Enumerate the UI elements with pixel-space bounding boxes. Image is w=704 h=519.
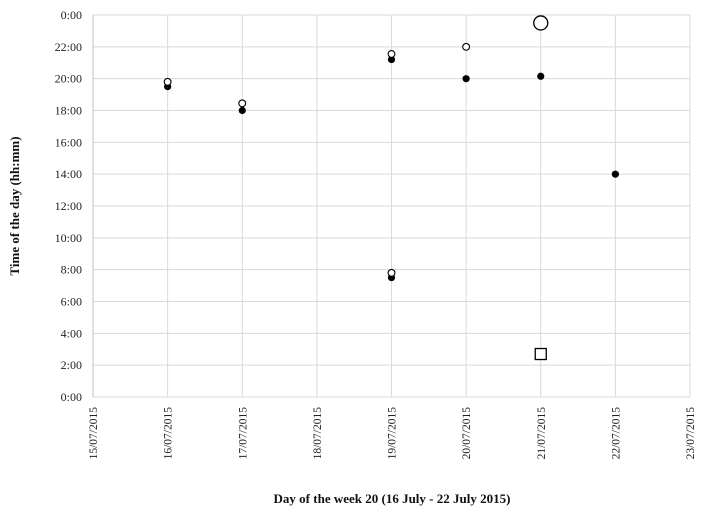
x-tick-label: 17/07/2015: [237, 407, 249, 460]
y-tick-label: 2:00: [61, 358, 82, 372]
y-tick-label: 20:00: [55, 72, 82, 86]
y-tick-label: 6:00: [61, 295, 82, 309]
hollow-point: [387, 50, 396, 58]
x-tick-label: 15/07/2015: [88, 407, 100, 460]
hollow-point: [163, 77, 172, 86]
hollow-point: [387, 268, 396, 277]
y-tick-label: 10:00: [55, 231, 82, 245]
y-tick-label: 0:00: [61, 390, 82, 404]
y-axis-title: Time of the day (hh:mm): [7, 136, 22, 275]
x-tick-label: 23/07/2015: [685, 407, 697, 460]
filled-point: [537, 72, 545, 80]
x-tick-label: 20/07/2015: [461, 407, 473, 460]
y-tick-label: 8:00: [61, 263, 82, 277]
y-tick-label: 4:00: [61, 326, 82, 340]
y-tick-label: 18:00: [55, 104, 82, 118]
x-tick-label: 19/07/2015: [387, 407, 399, 460]
x-axis-ticks: 15/07/2015 16/07/2015 17/07/2015 18/07/2015…: [88, 407, 697, 460]
large-hollow-point: [533, 15, 549, 31]
hollow-point: [462, 42, 471, 51]
hollow-point: [238, 99, 247, 108]
y-tick-label: 0:00: [61, 8, 82, 22]
filled-point: [238, 106, 246, 115]
filled-point: [462, 75, 470, 83]
x-tick-label: 18/07/2015: [312, 407, 324, 460]
data-points: [163, 15, 619, 361]
x-tick-label: 16/07/2015: [163, 407, 175, 460]
y-axis-ticks: 0:00 2:00 4:00 6:00 8:00 10:00 12:00 14:00 16:00…: [55, 8, 82, 404]
filled-point: [611, 170, 619, 178]
y-tick-label: 12:00: [55, 199, 82, 213]
y-tick-label: 22:00: [55, 40, 82, 54]
y-tick-label: 16:00: [55, 135, 82, 149]
y-tick-label: 14:00: [55, 167, 82, 181]
square-point: [534, 347, 547, 361]
x-tick-label: 22/07/2015: [610, 407, 622, 460]
x-axis-title: Day of the week 20 (16 July - 22 July 20…: [274, 491, 511, 506]
x-tick-label: 21/07/2015: [536, 407, 548, 460]
grid: [92, 14, 691, 398]
filled-point: [387, 55, 396, 64]
